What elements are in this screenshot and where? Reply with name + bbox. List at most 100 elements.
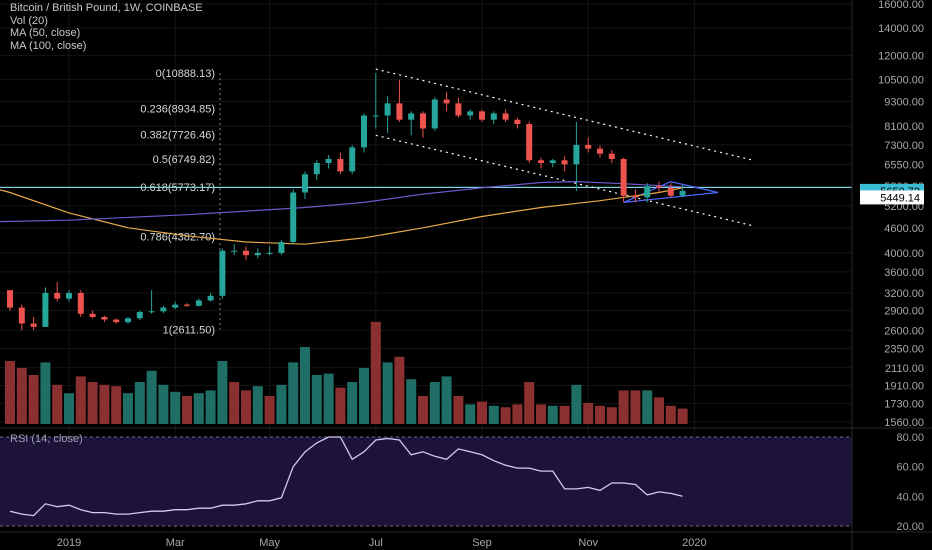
candle-body xyxy=(77,292,84,314)
time-tick-label: Nov xyxy=(578,537,598,549)
price-tick-label: 16000.00 xyxy=(878,0,924,11)
volume-bar xyxy=(252,386,263,424)
candle-body xyxy=(136,311,143,319)
candle-body xyxy=(231,250,238,252)
volume-bar xyxy=(5,361,15,424)
ma50-line xyxy=(0,187,683,245)
candle-body xyxy=(467,111,474,116)
volume-bar xyxy=(193,393,204,424)
time-axis[interactable]: 2019 Mar May Jul Sep Nov 2020 xyxy=(0,531,932,549)
price-tick-label: 10500.00 xyxy=(878,75,924,87)
volume-bar xyxy=(547,405,558,424)
volume-bar xyxy=(264,396,275,424)
candle-body xyxy=(266,252,273,254)
candle-body xyxy=(526,124,533,161)
volume-bar xyxy=(276,384,287,424)
volume-bar xyxy=(16,368,27,424)
volume-bar xyxy=(64,393,74,424)
candle-body xyxy=(254,252,261,256)
candle-body xyxy=(302,174,308,193)
volume-bar xyxy=(606,407,617,424)
price-tick-label: 9300.00 xyxy=(884,96,924,108)
volume-bar xyxy=(52,384,63,424)
fib-level-label: 0.786(4382.70) xyxy=(140,232,215,244)
fib-level-label: 0.382(7726.46) xyxy=(140,130,215,142)
volume-bar xyxy=(134,382,145,424)
volume-bar xyxy=(241,390,251,424)
volume-bar xyxy=(477,401,487,424)
candle-body xyxy=(30,323,37,327)
rsi-tick-label: 60.00 xyxy=(896,462,924,474)
candle-body xyxy=(66,292,72,299)
candle-body xyxy=(313,163,320,175)
fibonacci-retracement: 0(10888.13) 0.236(8934.85) 0.382(7726.46) 0… xyxy=(140,68,221,336)
candle-body xyxy=(408,113,415,120)
time-tick-label: May xyxy=(259,537,280,549)
candle-body xyxy=(573,144,580,165)
volume-bar xyxy=(335,387,346,424)
vol-indicator-label[interactable]: Vol (20) xyxy=(10,14,48,27)
ma50-indicator-label[interactable]: MA (50, close) xyxy=(10,27,81,39)
candle-body xyxy=(148,311,155,313)
candle-body xyxy=(372,115,379,117)
candle-body xyxy=(679,190,686,196)
candle-body xyxy=(479,111,485,120)
candle-body xyxy=(420,113,426,129)
candle-body xyxy=(620,158,627,196)
moving-averages xyxy=(0,180,683,245)
volume-bar xyxy=(571,384,582,424)
fib-level-label: 0.5(6749.82) xyxy=(153,154,215,166)
candle-body xyxy=(656,186,662,188)
ma100-indicator-label[interactable]: MA (100, close) xyxy=(10,39,87,52)
rsi-line xyxy=(9,436,683,517)
volume-bar xyxy=(111,386,122,424)
candle-body xyxy=(325,158,332,164)
volume-bar xyxy=(359,368,369,424)
candle-body xyxy=(490,113,497,120)
volume-bar xyxy=(406,379,417,424)
price-label-bg xyxy=(860,190,924,205)
volume-bar xyxy=(595,405,605,424)
candle-body xyxy=(561,160,568,165)
volume-bar xyxy=(300,347,310,424)
price-label-text: 5449.14 xyxy=(880,192,920,204)
volume-bar xyxy=(28,375,39,424)
candlesticks xyxy=(7,73,686,331)
price-tick-label: 3600.00 xyxy=(884,267,924,279)
price-tick-label: 14000.00 xyxy=(878,23,924,35)
rsi-tick-label: 40.00 xyxy=(896,491,924,503)
candle-body xyxy=(349,147,356,172)
candle-body xyxy=(278,242,285,253)
time-tick-label: 2019 xyxy=(57,537,81,549)
volume-bar xyxy=(217,361,228,424)
volume-bar xyxy=(512,404,523,424)
volume-bar xyxy=(441,376,452,424)
volume-bar xyxy=(583,403,594,424)
candle-body xyxy=(101,316,108,320)
candle-body xyxy=(42,292,49,327)
volume-bar xyxy=(370,321,381,424)
candle-body xyxy=(455,103,462,116)
rsi-band xyxy=(0,437,852,526)
rsi-indicator-label[interactable]: RSI (14, close) xyxy=(10,433,83,445)
price-tick-label: 3200.00 xyxy=(884,288,924,300)
time-tick-label: Mar xyxy=(166,537,185,549)
candle-body xyxy=(431,99,438,129)
candle-body xyxy=(195,300,202,306)
candle-body xyxy=(113,319,120,323)
candle-body xyxy=(160,307,167,312)
price-tick-label: 4600.00 xyxy=(884,223,924,235)
candle-body xyxy=(538,160,544,164)
volume-bar xyxy=(205,390,216,424)
volume-bar xyxy=(618,390,629,424)
candle-body xyxy=(443,99,450,104)
candle-body xyxy=(384,103,391,116)
volume-bar xyxy=(229,382,240,424)
volume-bar xyxy=(630,390,641,424)
price-axis[interactable]: 16000.00 14000.00 12000.00 10500.00 9300.00 8… xyxy=(851,0,924,550)
candle-body xyxy=(667,187,674,196)
volume-bar xyxy=(500,407,511,424)
volume-bar xyxy=(382,362,393,424)
volume-bar xyxy=(418,396,428,424)
symbol-title[interactable]: Bitcoin / British Pound, 1W, COINBASE xyxy=(10,2,203,14)
